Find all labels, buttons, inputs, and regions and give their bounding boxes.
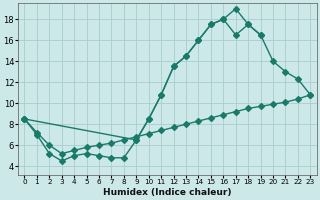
X-axis label: Humidex (Indice chaleur): Humidex (Indice chaleur) <box>103 188 232 197</box>
